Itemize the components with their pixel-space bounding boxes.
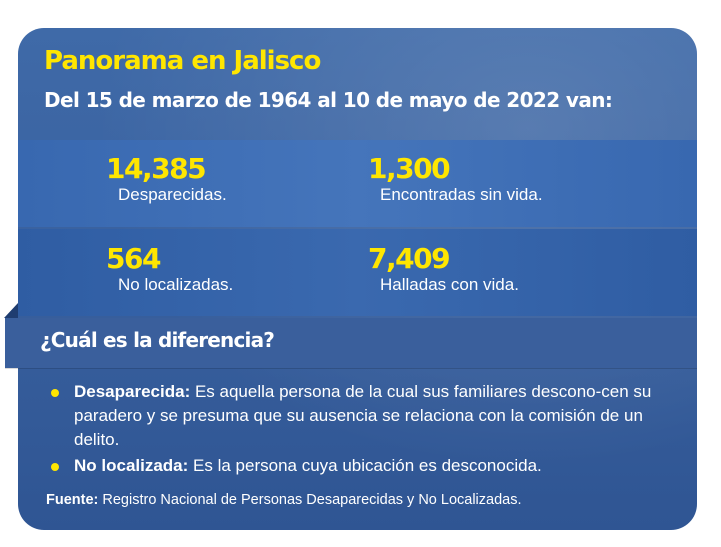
- stats-band-bottom: [18, 229, 697, 316]
- stat-label: Halladas con vida.: [380, 275, 519, 294]
- stat-label: Encontradas sin vida.: [380, 185, 543, 204]
- stat-number: 14,385: [106, 152, 207, 185]
- stat-number: 1,300: [368, 152, 451, 185]
- page-title: Panorama en Jalisco: [44, 46, 321, 76]
- stat-number: 7,409: [368, 242, 451, 275]
- stat-label: Desparecidas.: [118, 185, 227, 204]
- definition-term: Desaparecida:: [74, 382, 191, 401]
- definition-text: Es aquella persona de la cual sus famili…: [74, 382, 652, 449]
- definitions-list: Desaparecida: Es aquella persona de la c…: [48, 380, 668, 480]
- date-range-subtitle: Del 15 de marzo de 1964 al 10 de mayo de…: [44, 88, 613, 112]
- stat-number: 564: [106, 242, 161, 275]
- list-item: Desaparecida: Es aquella persona de la c…: [48, 380, 668, 452]
- stat-desparecidas: 14,385 Desparecidas.: [106, 154, 227, 205]
- info-card: Panorama en Jalisco Del 15 de marzo de 1…: [18, 28, 697, 530]
- list-item: No localizada: Es la persona cuya ubicac…: [48, 454, 668, 478]
- source-text: Registro Nacional de Personas Desapareci…: [98, 492, 522, 508]
- stat-halladas-con-vida: 7,409 Halladas con vida.: [368, 244, 519, 295]
- definition-term: No localizada:: [74, 456, 189, 475]
- bullet-icon: [51, 463, 59, 471]
- difference-heading-bar: [5, 318, 697, 368]
- bullet-icon: [51, 389, 59, 397]
- source-label: Fuente:: [46, 492, 99, 508]
- stat-no-localizadas: 564 No localizadas.: [106, 244, 233, 295]
- heading-fold-shadow: [4, 303, 18, 318]
- stat-label: No localizadas.: [118, 275, 234, 294]
- stat-encontradas-sin-vida: 1,300 Encontradas sin vida.: [368, 154, 543, 205]
- definition-text: Es la persona cuya ubicación es desconoc…: [188, 456, 542, 475]
- difference-heading: ¿Cuál es la diferencia?: [40, 328, 275, 352]
- stats-band-top: [18, 140, 697, 227]
- source-note: Fuente: Registro Nacional de Personas De…: [46, 492, 522, 508]
